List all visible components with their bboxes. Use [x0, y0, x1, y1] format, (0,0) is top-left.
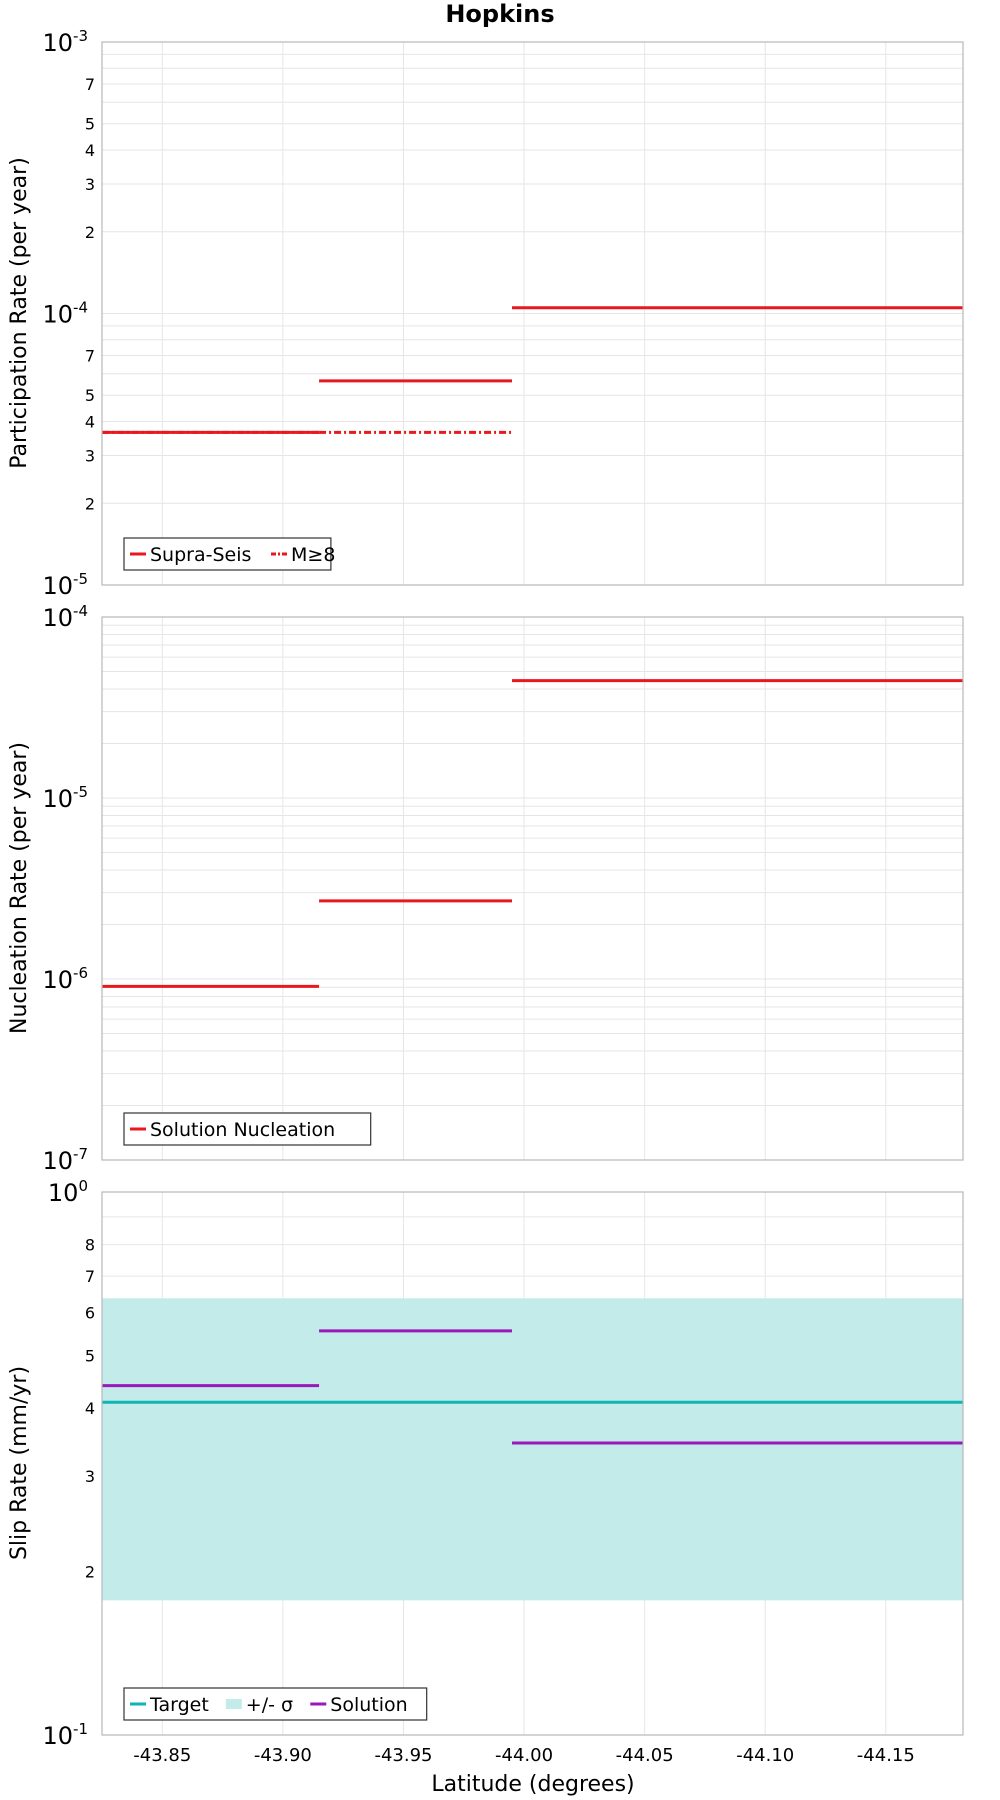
participation-legend: Supra-Seis M≥8: [123, 537, 335, 571]
participation-minor-tick-label: 2: [85, 494, 95, 513]
nucleation-legend-label-solution-nucleation: Solution Nucleation: [150, 1119, 335, 1141]
participation-legend-label-supra-seis: Supra-Seis: [150, 544, 251, 566]
participation-minor-tick-label: 3: [85, 446, 95, 465]
participation-legend-box: [123, 537, 332, 571]
slip-series: [102, 1329, 963, 1445]
x-tick-label: -44.05: [616, 1745, 674, 1766]
slip-legend-label-target: Target: [149, 1694, 209, 1716]
slip-legend: Target +/- σ Solution: [123, 1687, 428, 1721]
participation-series: [102, 306, 963, 434]
nucleation-major-tick-label: 10-6: [42, 964, 88, 994]
slip-band-layer: [102, 1298, 963, 1601]
participation-minor-tick-label: 7: [85, 75, 95, 94]
slip-minor-tick-label: 8: [85, 1236, 95, 1255]
x-tick-label: -44.00: [495, 1745, 553, 1766]
nucleation-legend-box: [123, 1112, 372, 1146]
x-ticks: -43.85 -43.90 -43.95 -44.00 -44.05 -44.10 -44.…: [133, 1745, 915, 1766]
nucleation-series: [102, 679, 963, 988]
slip-minor-tick-label: 6: [85, 1303, 95, 1322]
x-tick-label: -44.15: [857, 1745, 915, 1766]
slip-major-tick-label: 100: [48, 1177, 88, 1207]
participation-minor-tick-label: 2: [85, 223, 95, 242]
participation-major-tick-label: 10-4: [42, 299, 88, 329]
participation-panel: 10-3 10-4 10-5 7 5 4 3 2 7 5 4 3 2 Participation Rat…: [7, 27, 964, 600]
nucleation-panel: 10-4 10-5 10-6 10-7 Nucleation Rate (per ye…: [7, 602, 964, 1175]
slip-minor-tick-label: 3: [85, 1467, 95, 1486]
slip-y-label: Slip Rate (mm/yr): [7, 1366, 32, 1560]
nucleation-major-tick-label: 10-4: [42, 602, 88, 632]
participation-minor-tick-label: 4: [85, 141, 95, 160]
x-tick-label: -44.10: [736, 1745, 794, 1766]
participation-minor-tick-label: 7: [85, 347, 95, 366]
nucleation-major-tick-label: 10-5: [42, 783, 88, 813]
slip-legend-box: [123, 1687, 428, 1721]
slip-legend-label-solution: Solution: [330, 1694, 407, 1716]
participation-y-label: Participation Rate (per year): [7, 157, 32, 469]
slip-major-tick-label: 10-1: [42, 1720, 88, 1750]
participation-grid: [102, 42, 963, 585]
nucleation-frame: [101, 616, 964, 1161]
nucleation-major-tick-label: 10-7: [42, 1145, 88, 1175]
participation-minor-tick-label: 3: [85, 175, 95, 194]
slip-legend-swatch--: [225, 1699, 242, 1709]
slip-y-ticks: 100 10-1 8 7 6 5 4 3 2: [42, 1177, 95, 1750]
slip-minor-tick-label: 4: [85, 1399, 95, 1418]
nucleation-y-ticks: 10-4 10-5 10-6 10-7: [42, 602, 88, 1175]
participation-major-tick-label: 10-3: [42, 27, 88, 57]
participation-legend-label-m-8: M≥8: [291, 544, 335, 566]
participation-minor-tick-label: 5: [85, 115, 95, 134]
nucleation-legend: Solution Nucleation: [123, 1112, 372, 1146]
participation-minor-tick-label: 4: [85, 413, 95, 432]
slip-minor-tick-label: 5: [85, 1346, 95, 1365]
slip-panel: 100 10-1 8 7 6 5 4 3 2 Slip Rate (mm/yr) Target +…: [7, 1177, 964, 1750]
participation-major-tick-label: 10-5: [42, 570, 88, 600]
slip-frame: [101, 1191, 964, 1736]
x-tick-label: -43.85: [133, 1745, 191, 1766]
nucleation-grid: [102, 617, 963, 1160]
chart-title: Hopkins: [445, 0, 554, 28]
participation-minor-tick-label: 5: [85, 386, 95, 405]
slip-minor-tick-label: 2: [85, 1563, 95, 1582]
nucleation-y-label: Nucleation Rate (per year): [7, 742, 32, 1034]
slip-legend-label--: +/- σ: [246, 1694, 293, 1716]
x-tick-label: -43.95: [374, 1745, 432, 1766]
participation-y-ticks: 10-3 10-4 10-5 7 5 4 3 2 7 5 4 3 2: [42, 27, 95, 600]
participation-frame: [101, 41, 964, 586]
x-axis-label: Latitude (degrees): [431, 1772, 634, 1797]
slip-minor-tick-label: 7: [85, 1267, 95, 1286]
slip-sigma-band: [102, 1298, 963, 1601]
x-tick-label: -43.90: [254, 1745, 312, 1766]
